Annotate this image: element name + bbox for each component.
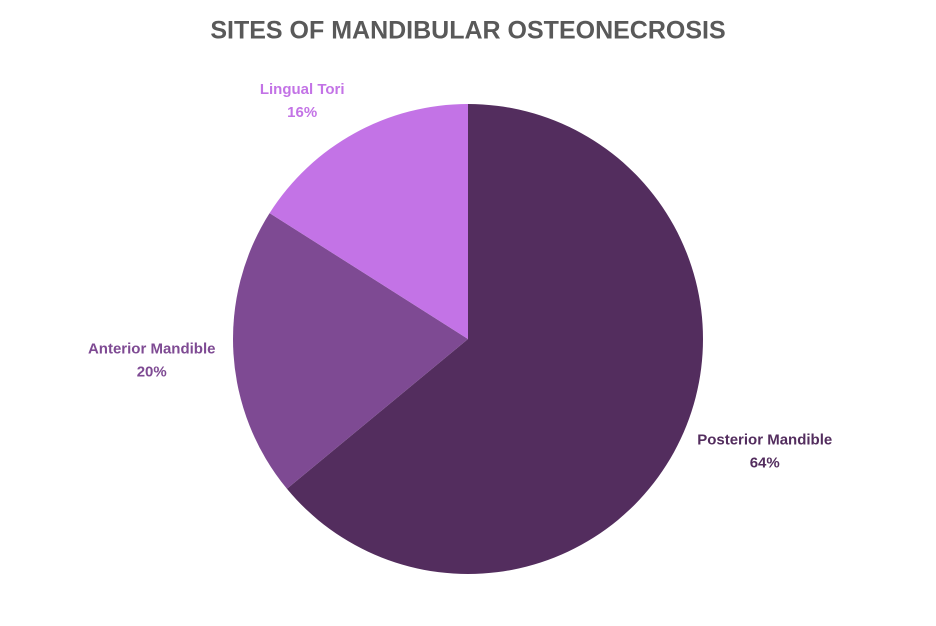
data-label-value: 20% [137, 364, 167, 381]
data-label-name: Posterior Mandible [697, 431, 832, 448]
data-label-name: Lingual Tori [260, 81, 345, 98]
pie-slice [232, 213, 468, 489]
data-label-value: 64% [750, 454, 780, 471]
data-label-value: 16% [287, 104, 317, 121]
chart-title: SITES OF MANDIBULAR OSTEONECROSIS [210, 17, 725, 45]
pie-slice [286, 104, 703, 574]
data-label-name: Anterior Mandible [88, 341, 216, 358]
pie-slice [269, 104, 468, 339]
